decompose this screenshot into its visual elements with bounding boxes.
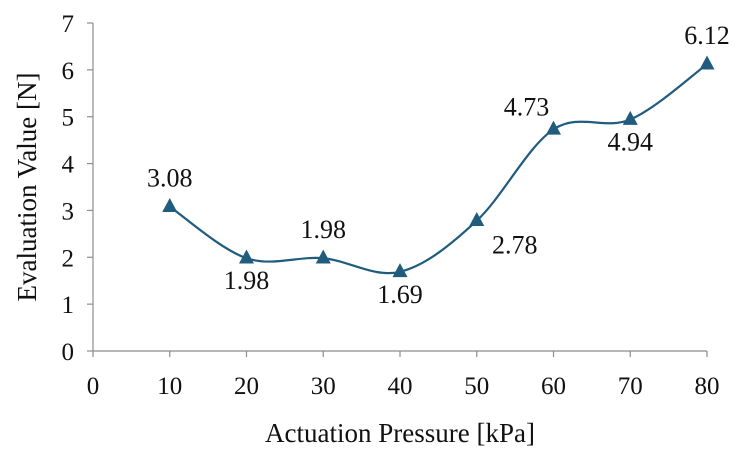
y-tick-label: 5 — [62, 105, 75, 132]
y-tick-label: 2 — [62, 245, 75, 272]
data-label: 1.98 — [301, 215, 347, 244]
y-tick-label: 4 — [62, 152, 75, 179]
data-label: 3.08 — [147, 164, 193, 193]
x-tick-label: 20 — [234, 373, 259, 400]
data-point-marker — [699, 55, 715, 70]
y-tick-label: 6 — [62, 58, 75, 85]
y-tick-label: 1 — [62, 292, 75, 319]
x-tick-label: 0 — [87, 373, 100, 400]
y-tick-label: 7 — [62, 11, 75, 38]
data-label: 4.73 — [504, 92, 550, 121]
x-tick-label: 70 — [618, 373, 643, 400]
y-tick-label: 0 — [62, 339, 75, 366]
series-line — [169, 63, 708, 275]
y-tick-label: 3 — [62, 198, 75, 225]
x-tick-label: 30 — [311, 373, 336, 400]
x-tick-label: 50 — [464, 373, 489, 400]
data-label: 6.12 — [684, 21, 730, 50]
data-point-marker — [546, 120, 561, 135]
data-point-marker — [392, 263, 408, 278]
data-point-marker — [622, 110, 638, 125]
data-label: 1.69 — [377, 280, 423, 309]
data-point-marker — [469, 212, 485, 227]
x-tick-label: 60 — [541, 373, 566, 400]
data-label: 1.98 — [224, 266, 270, 295]
y-axis-title: Evaluation Value [N] — [12, 73, 42, 302]
data-point-marker — [162, 198, 178, 212]
data-label: 4.94 — [608, 128, 654, 157]
plot-area: 3.08 1.98 1.98 1.69 2.78 4.73 4.94 6.12 — [147, 21, 730, 309]
x-axis-title: Actuation Pressure [kPa] — [265, 418, 535, 448]
data-label: 2.78 — [492, 231, 538, 260]
data-point-marker — [239, 249, 254, 264]
x-tick-label: 80 — [695, 373, 720, 400]
data-point-marker — [315, 249, 331, 264]
x-tick-label: 10 — [157, 373, 182, 400]
x-tick-label: 40 — [388, 373, 413, 400]
